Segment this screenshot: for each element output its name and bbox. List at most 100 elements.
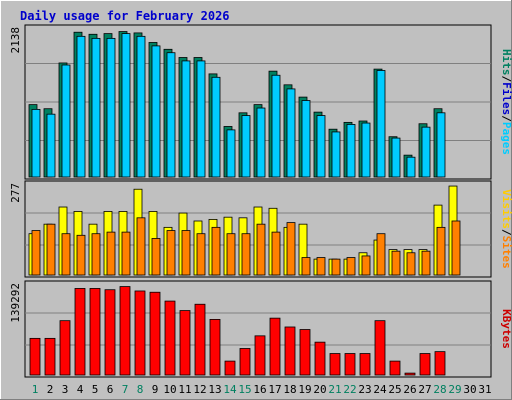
bar-sites-day-11 [181, 230, 191, 276]
bar-files-day-9 [151, 45, 161, 178]
bar-kbytes-day-20 [314, 341, 326, 376]
bar-sites-day-28 [436, 226, 446, 276]
bar-files-day-25 [391, 137, 401, 178]
bar-kbytes-day-25 [389, 360, 401, 376]
x-tick-day-30: 30 [463, 383, 476, 396]
x-tick-day-22: 22 [343, 383, 356, 396]
bar-files-day-12 [196, 60, 206, 178]
x-tick-day-2: 2 [47, 383, 54, 396]
bar-kbytes-day-17 [269, 317, 281, 376]
bar-files-day-8 [136, 35, 146, 178]
bar-kbytes-day-14 [224, 360, 236, 376]
bar-sites-day-5 [91, 233, 101, 276]
bar-sites-day-9 [151, 238, 161, 276]
bar-sites-day-18 [286, 222, 296, 276]
bar-kbytes-day-28 [434, 351, 446, 376]
bar-sites-day-17 [271, 231, 281, 276]
x-tick-day-21: 21 [328, 383, 341, 396]
bar-sites-day-21 [331, 258, 341, 276]
bar-kbytes-day-8 [134, 290, 146, 376]
x-tick-day-16: 16 [253, 383, 266, 396]
bar-sites-day-1 [31, 230, 41, 276]
x-tick-day-6: 6 [107, 383, 114, 396]
bar-kbytes-day-11 [179, 310, 191, 376]
series-legend: Hits/Files/Pages [500, 49, 512, 155]
bar-sites-day-19 [301, 257, 311, 276]
bar-sites-day-13 [211, 226, 221, 276]
bar-sites-day-16 [256, 223, 266, 276]
bar-sites-day-12 [196, 233, 206, 276]
x-tick-day-9: 9 [152, 383, 159, 396]
series-legend: KBytes [500, 309, 512, 349]
ymax-label: 2138 [9, 27, 22, 54]
bar-files-day-22 [346, 124, 356, 178]
bar-files-day-24 [376, 70, 386, 178]
legend-part: KBytes [500, 309, 512, 349]
x-tick-day-4: 4 [77, 383, 84, 396]
x-tick-day-31: 31 [478, 383, 491, 396]
legend-part: Visits [500, 189, 512, 229]
bar-sites-day-29 [451, 220, 461, 276]
bar-sites-day-20 [316, 257, 326, 276]
bar-files-day-3 [61, 64, 71, 178]
legend-part: Hits [500, 49, 512, 76]
x-tick-day-8: 8 [137, 383, 144, 396]
bar-files-day-26 [406, 156, 416, 178]
legend-part: / [500, 115, 512, 122]
bar-kbytes-day-3 [59, 320, 71, 376]
bar-sites-day-8 [136, 217, 146, 276]
bar-sites-day-2 [46, 223, 56, 276]
bar-kbytes-day-1 [29, 337, 41, 376]
x-tick-day-10: 10 [163, 383, 176, 396]
legend-part: / [500, 76, 512, 83]
legend-part: Sites [500, 236, 512, 269]
x-tick-day-13: 13 [208, 383, 221, 396]
bar-kbytes-day-16 [254, 335, 266, 376]
x-tick-day-28: 28 [433, 383, 446, 396]
bar-kbytes-day-5 [89, 288, 101, 376]
bar-kbytes-day-12 [194, 303, 206, 376]
bar-files-day-17 [271, 74, 281, 178]
bar-files-day-19 [301, 100, 311, 178]
series-legend: Visits/Sites [500, 189, 512, 269]
bar-sites-day-23 [361, 255, 371, 276]
bar-sites-day-14 [226, 233, 236, 276]
bar-files-day-23 [361, 122, 371, 178]
bar-kbytes-day-9 [149, 291, 161, 376]
bar-files-day-21 [331, 131, 341, 178]
x-tick-day-3: 3 [62, 383, 69, 396]
ymax-label: 139292 [9, 283, 22, 323]
x-tick-day-29: 29 [448, 383, 461, 396]
bar-files-day-6 [106, 37, 116, 178]
x-tick-day-24: 24 [373, 383, 387, 396]
bar-kbytes-day-19 [299, 329, 311, 376]
x-tick-day-12: 12 [193, 383, 206, 396]
bar-kbytes-day-10 [164, 300, 176, 376]
bar-files-day-5 [91, 37, 101, 178]
x-tick-day-18: 18 [283, 383, 296, 396]
x-tick-day-17: 17 [268, 383, 281, 396]
bar-kbytes-day-22 [344, 353, 356, 376]
bar-sites-day-27 [421, 250, 431, 276]
bar-files-day-13 [211, 76, 221, 178]
x-tick-day-11: 11 [178, 383, 191, 396]
legend-part: Pages [500, 122, 512, 155]
panel-3: 139292 KBytes [9, 280, 512, 378]
bar-kbytes-day-18 [284, 326, 296, 376]
x-tick-day-27: 27 [418, 383, 431, 396]
x-tick-day-25: 25 [388, 383, 401, 396]
bar-files-day-4 [76, 35, 86, 178]
bar-kbytes-day-2 [44, 337, 56, 376]
bar-files-day-20 [316, 115, 326, 178]
legend-part: Files [500, 82, 512, 115]
bar-kbytes-day-24 [374, 320, 386, 376]
x-tick-day-1: 1 [32, 383, 39, 396]
x-tick-day-20: 20 [313, 383, 326, 396]
bar-files-day-11 [181, 60, 191, 178]
bar-files-day-18 [286, 88, 296, 178]
bar-sites-day-3 [61, 233, 71, 276]
bar-sites-day-26 [406, 252, 416, 276]
x-tick-day-23: 23 [358, 383, 371, 396]
